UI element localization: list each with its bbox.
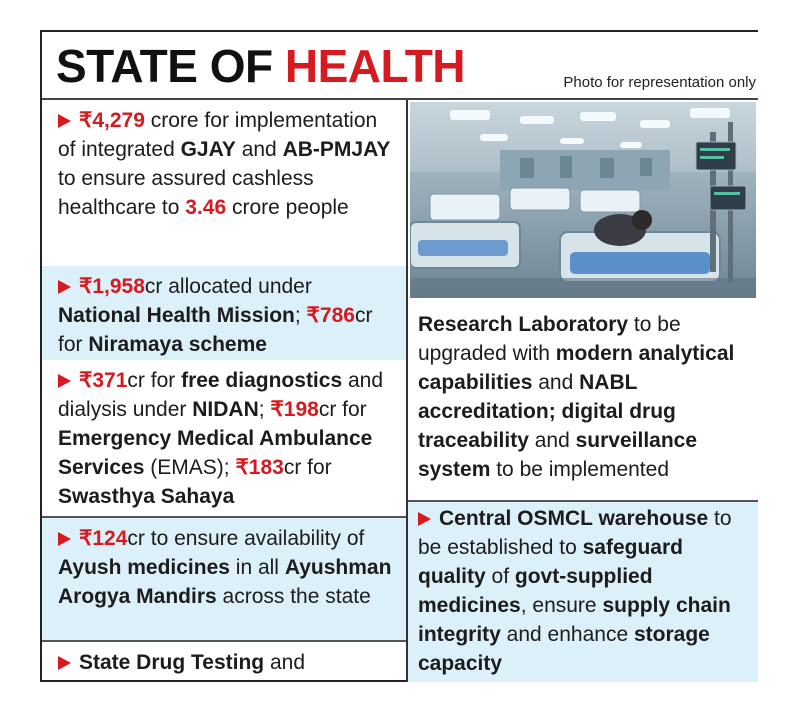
- text-segment: cr for: [283, 456, 332, 479]
- bold-term: Central OSMCL warehouse: [439, 507, 709, 530]
- bold-term: modern analytical capabilities: [418, 342, 735, 394]
- highlight-figure: ₹198: [270, 398, 319, 421]
- list-item-nidan: ₹371cr for free diagnostics and dialysis…: [42, 360, 406, 518]
- highlight-figure: 3.46: [185, 196, 227, 219]
- text-segment: cr for: [127, 369, 182, 392]
- text-segment: and dialysis under: [58, 369, 384, 421]
- bold-term: Ayushman Arogya Mandirs: [58, 556, 392, 608]
- list-item-osmcl-warehouse: Central OSMCL warehouse to be establishe…: [408, 500, 758, 682]
- bold-term: Emergency Medical Ambulance Services: [58, 427, 373, 479]
- text-segment: cr to ensure availability of: [127, 527, 365, 550]
- text-segment: to ensure assured cashless healthcare to: [58, 167, 314, 219]
- text-segment: cr for: [58, 304, 373, 356]
- page-title: STATE OF HEALTH: [56, 40, 466, 92]
- left-column: ₹4,279 crore for implementation of integ…: [42, 100, 408, 682]
- bold-term: National Health Mission: [58, 304, 295, 327]
- bold-term: NIDAN: [192, 398, 259, 421]
- highlight-figure: ₹124: [79, 527, 128, 550]
- bold-term: Ayush medicines: [58, 556, 230, 579]
- list-item-drug-testing: State Drug Testing and: [42, 642, 406, 682]
- drug-testing-continuation: Research Laboratory to be upgraded with …: [408, 310, 758, 484]
- bold-term: supply chain integrity: [418, 594, 731, 646]
- bold-term: Swasthya Sahaya: [58, 485, 235, 508]
- hospital-ward-photo: [410, 102, 756, 298]
- text-segment: , ensure: [520, 594, 603, 617]
- bullet-arrow-icon: [58, 532, 71, 546]
- text-segment: across the state: [216, 585, 371, 608]
- bold-term: storage capacity: [418, 623, 710, 675]
- text-segment: ;: [294, 304, 307, 327]
- bullet-arrow-icon: [418, 512, 431, 526]
- bold-term: Research Laboratory: [418, 313, 629, 336]
- highlight-figure: ₹371: [79, 369, 128, 392]
- text-segment: cr for: [318, 398, 367, 421]
- text-segment: and enhance: [500, 623, 634, 646]
- bold-term: NABL accreditation; digital drug traceab…: [418, 371, 676, 452]
- list-item-ayush: ₹124cr to ensure availability of Ayush m…: [42, 518, 406, 642]
- text-segment: ;: [258, 398, 271, 421]
- highlight-figure: ₹183: [235, 456, 284, 479]
- photo-caption-note: Photo for representation only: [563, 74, 756, 91]
- highlight-figure: ₹786: [306, 304, 355, 327]
- text-segment: of: [485, 565, 515, 588]
- title-part-health: HEALTH: [284, 40, 466, 92]
- bold-term: AB-PMJAY: [282, 138, 391, 161]
- bold-term: Niramaya scheme: [88, 333, 267, 356]
- right-column: Research Laboratory to be upgraded with …: [408, 100, 758, 682]
- text-segment: (EMAS);: [144, 456, 236, 479]
- bold-term: GJAY: [180, 138, 236, 161]
- title-part-state-of: STATE OF: [56, 40, 285, 92]
- text-segment: and: [528, 429, 576, 452]
- bullet-arrow-icon: [58, 656, 71, 670]
- bold-term: surveillance system: [418, 429, 698, 481]
- highlight-figure: ₹1,958: [79, 275, 145, 298]
- bullet-arrow-icon: [58, 114, 71, 128]
- bullet-arrow-icon: [58, 280, 71, 294]
- text-segment: and: [264, 651, 305, 674]
- text-segment: to be established to: [418, 507, 732, 559]
- bold-term: State Drug Testing: [79, 651, 265, 674]
- text-segment: in all: [229, 556, 285, 579]
- bold-term: govt-supplied medicines: [418, 565, 653, 617]
- bullet-arrow-icon: [58, 374, 71, 388]
- text-segment: crore for implementation of integrated: [58, 109, 378, 161]
- text-segment: and: [235, 138, 283, 161]
- text-segment: cr allocated under: [144, 275, 312, 298]
- text-segment: to be upgraded with: [418, 313, 681, 365]
- header: STATE OF HEALTH Photo for representation…: [42, 32, 758, 100]
- highlight-figure: ₹4,279: [79, 109, 145, 132]
- list-item-nhm: ₹1,958cr allocated under National Health…: [42, 266, 406, 360]
- bold-term: free diagnostics: [181, 369, 343, 392]
- text-segment: and: [532, 371, 580, 394]
- list-item-gjay: ₹4,279 crore for implementation of integ…: [42, 100, 406, 266]
- text-segment: to be implemented: [490, 458, 669, 481]
- bold-term: safeguard quality: [418, 536, 683, 588]
- state-of-health-card: STATE OF HEALTH Photo for representation…: [40, 30, 758, 682]
- text-segment: crore people: [226, 196, 349, 219]
